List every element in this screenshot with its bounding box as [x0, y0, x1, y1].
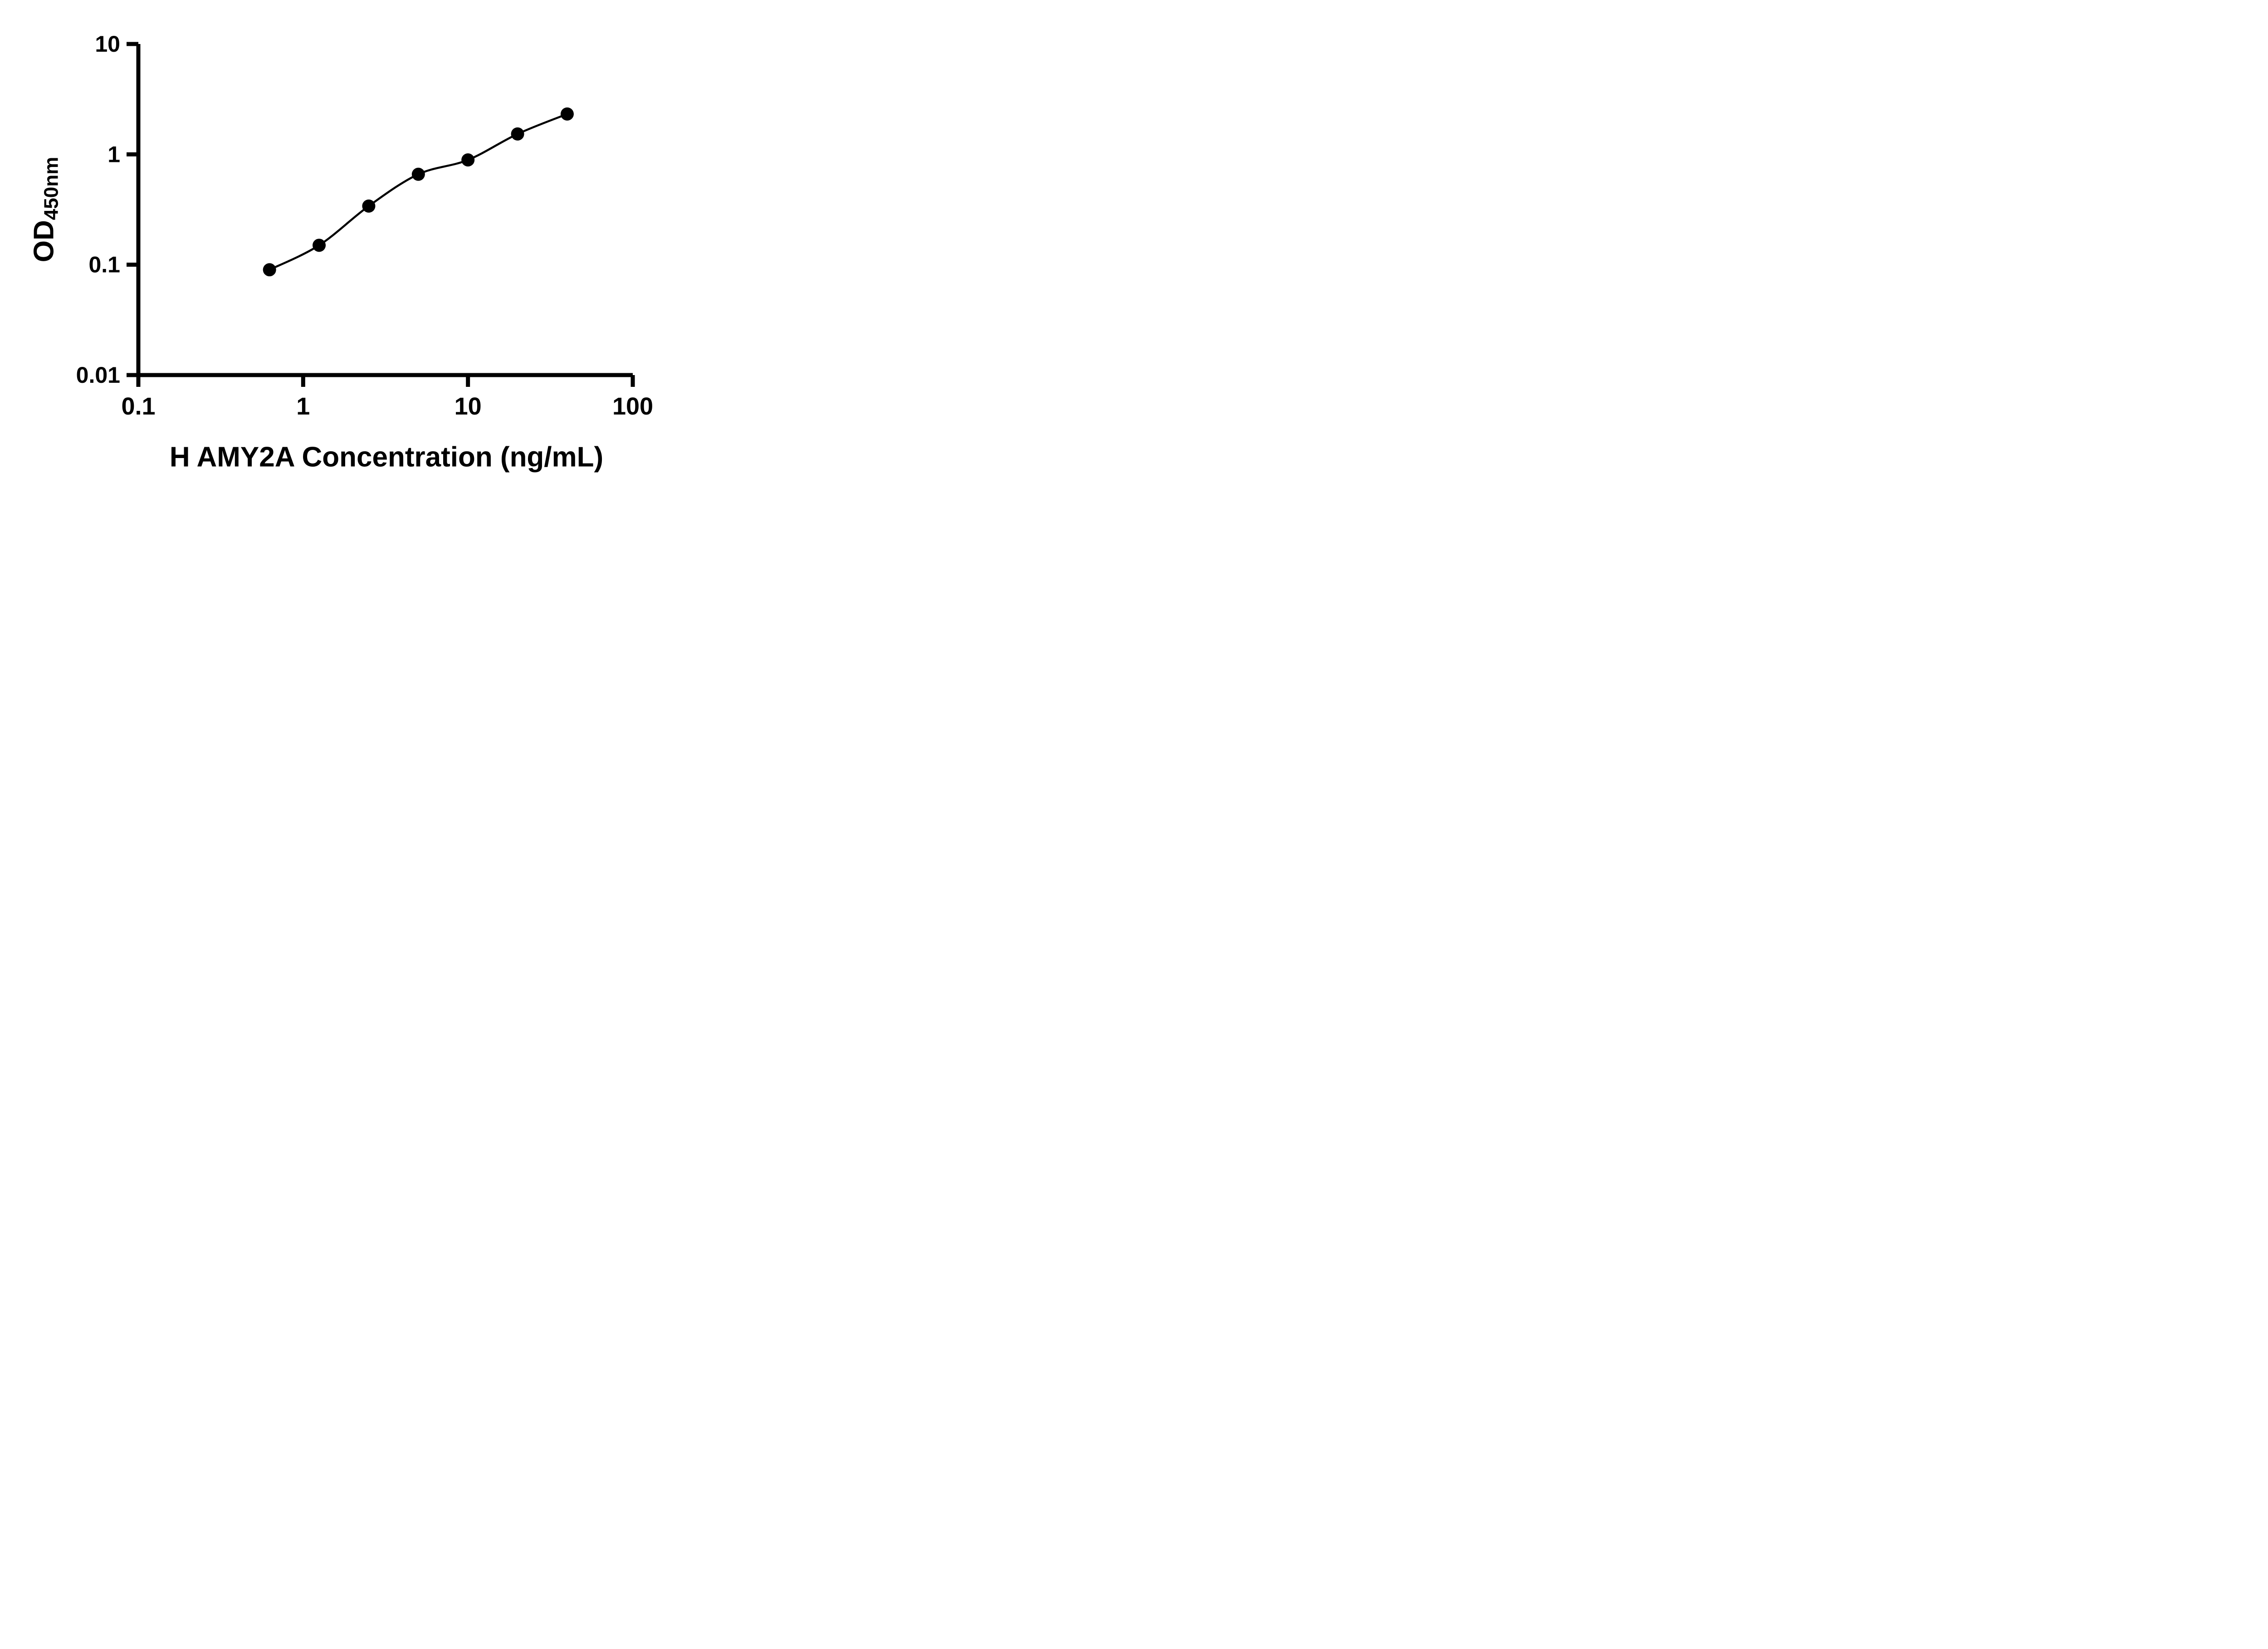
data-point-marker [411, 167, 425, 181]
y-axis-label-subscript: 450nm [40, 156, 63, 220]
y-axis-label-main: OD [28, 220, 60, 263]
x-tick-label: 10 [455, 393, 482, 420]
y-tick-label: 0.1 [88, 252, 120, 278]
elisa-standard-curve-figure: 10 1 0.1 0.01 0.1 1 10 100 OD450nm H AMY2A Conc… [0, 0, 701, 493]
x-axis-title: H AMY2A Concentration (ng/mL) [169, 441, 604, 473]
y-tick-label: 1 [108, 141, 120, 167]
data-point-marker [511, 127, 524, 141]
x-tick-label: 0.1 [121, 393, 155, 420]
data-point-marker [263, 263, 276, 277]
x-tick-label: 1 [296, 393, 310, 420]
axis-frame [136, 44, 633, 377]
data-point-marker [461, 153, 475, 167]
data-point-marker [313, 239, 326, 252]
y-axis-title: OD450nm [28, 157, 63, 262]
x-tick-label: 100 [612, 393, 653, 420]
data-point-marker [362, 199, 376, 213]
y-tick-label: 0.01 [76, 362, 120, 388]
data-point-marker [560, 107, 574, 121]
y-tick-label: 10 [95, 31, 120, 57]
